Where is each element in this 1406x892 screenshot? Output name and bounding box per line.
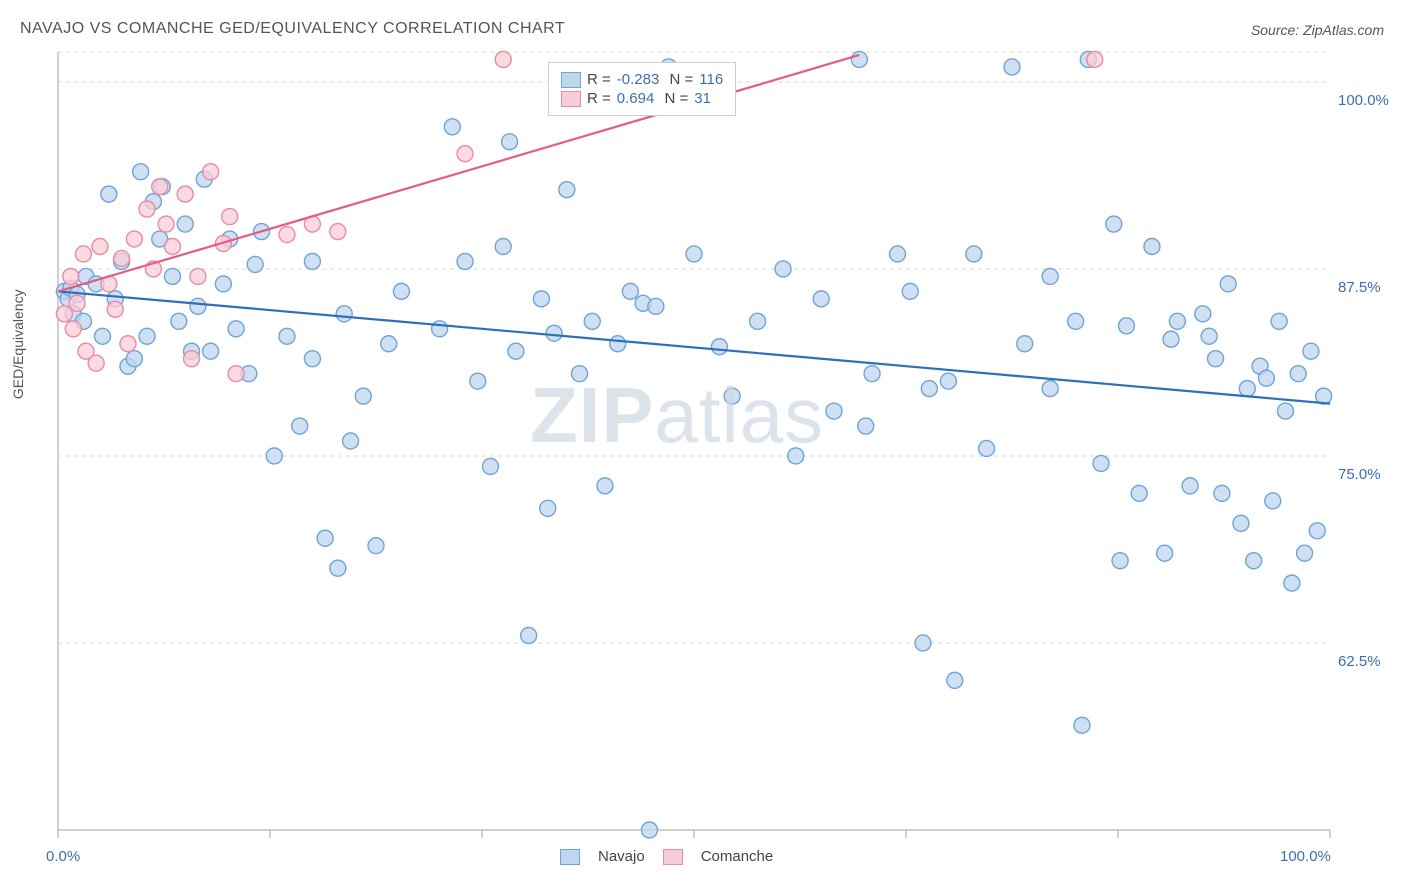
stats-n-navajo: 116 <box>699 71 723 88</box>
stats-box: R = -0.283 N = 116 R = 0.694 N = 31 <box>548 62 736 116</box>
stats-r-comanche: 0.694 <box>617 90 655 107</box>
chart-container: { "title": "NAVAJO VS COMANCHE GED/EQUIV… <box>0 0 1406 892</box>
legend-label-navajo: Navajo <box>598 848 645 865</box>
y-tick-label: 62.5% <box>1338 653 1381 670</box>
stats-n-comanche: 31 <box>694 90 711 107</box>
swatch-navajo <box>561 72 581 88</box>
y-tick-label: 87.5% <box>1338 279 1381 296</box>
x-tick-label: 100.0% <box>1280 848 1331 865</box>
stats-row-comanche: R = 0.694 N = 31 <box>561 90 723 107</box>
stats-r-label-2: R = <box>587 90 611 107</box>
stats-n-label-2: N = <box>660 90 688 107</box>
legend-label-comanche: Comanche <box>701 848 774 865</box>
y-tick-label: 100.0% <box>1338 92 1389 109</box>
legend-swatch-comanche <box>663 849 683 865</box>
x-tick-label: 0.0% <box>46 848 80 865</box>
stats-r-label: R = <box>587 71 611 88</box>
legend-swatch-navajo <box>560 849 580 865</box>
swatch-comanche <box>561 91 581 107</box>
legend: Navajo Comanche <box>560 848 773 865</box>
y-tick-label: 75.0% <box>1338 466 1381 483</box>
stats-n-label: N = <box>665 71 693 88</box>
chart-svg <box>0 0 1406 892</box>
stats-r-navajo: -0.283 <box>617 71 660 88</box>
stats-row-navajo: R = -0.283 N = 116 <box>561 71 723 88</box>
